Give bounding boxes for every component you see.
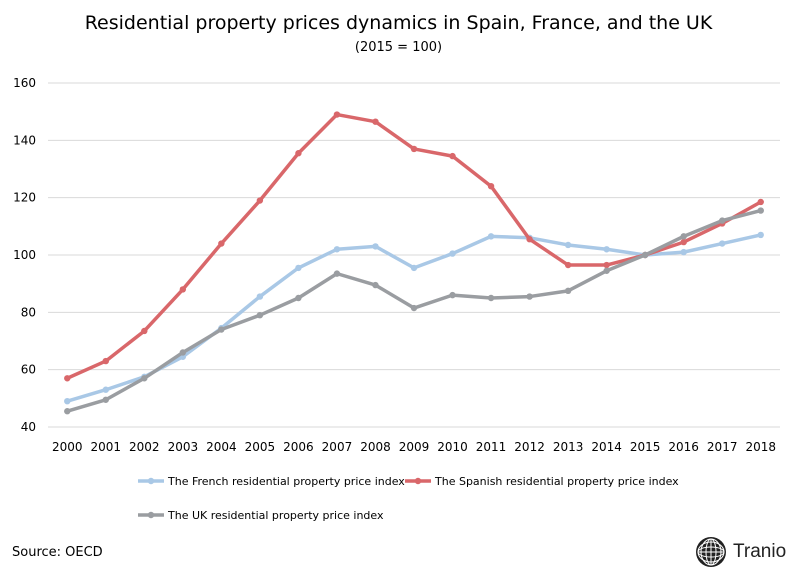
series-point-1 bbox=[256, 197, 264, 204]
legend-label: The French residential property price in… bbox=[167, 475, 405, 488]
x-tick-label: 2015 bbox=[630, 440, 661, 454]
series-point-1 bbox=[410, 145, 418, 153]
x-tick-label: 2010 bbox=[437, 440, 468, 454]
series-point-1 bbox=[141, 327, 148, 335]
x-tick-label: 2002 bbox=[129, 440, 160, 454]
y-tick-label: 80 bbox=[21, 305, 36, 319]
legend-marker bbox=[147, 477, 155, 485]
series-point-1 bbox=[295, 150, 302, 157]
globe-icon bbox=[696, 537, 726, 567]
x-tick-label: 2003 bbox=[168, 440, 199, 454]
x-tick-label: 2008 bbox=[360, 440, 391, 454]
x-tick-label: 2017 bbox=[707, 440, 738, 454]
y-tick-label: 120 bbox=[13, 191, 36, 205]
y-tick-label: 60 bbox=[21, 363, 36, 377]
brand-name: Tranio bbox=[733, 541, 787, 562]
series-point-1 bbox=[64, 375, 71, 382]
series-point-1 bbox=[218, 240, 225, 247]
x-tick-label: 2007 bbox=[322, 440, 353, 454]
series-point-1 bbox=[333, 111, 341, 118]
legend-label: The Spanish residential property price i… bbox=[434, 475, 679, 488]
series-point-1 bbox=[603, 261, 610, 269]
x-tick-label: 2009 bbox=[399, 440, 430, 454]
series-point-2 bbox=[449, 291, 456, 299]
series-point-2 bbox=[102, 396, 109, 403]
series-point-2 bbox=[410, 304, 418, 312]
series-point-1 bbox=[757, 198, 764, 206]
series-point-0 bbox=[410, 264, 418, 272]
series-point-0 bbox=[564, 241, 572, 249]
series-point-0 bbox=[372, 243, 379, 250]
y-tick-label: 100 bbox=[13, 248, 36, 262]
series-point-0 bbox=[449, 250, 456, 257]
series-point-1 bbox=[179, 286, 187, 293]
series-point-2 bbox=[256, 312, 264, 319]
series-point-0 bbox=[64, 398, 71, 405]
x-tick-label: 2011 bbox=[476, 440, 507, 454]
y-tick-label: 140 bbox=[13, 133, 36, 147]
series-point-0 bbox=[603, 246, 610, 253]
series-point-1 bbox=[102, 357, 109, 365]
x-tick-label: 2006 bbox=[283, 440, 314, 454]
legend-label: The UK residential property price index bbox=[167, 509, 384, 522]
series-point-2 bbox=[680, 233, 687, 240]
y-tick-label: 160 bbox=[13, 76, 36, 90]
series-point-2 bbox=[64, 408, 71, 415]
x-tick-label: 2013 bbox=[553, 440, 584, 454]
series-point-0 bbox=[680, 248, 687, 256]
series-point-2 bbox=[141, 375, 148, 382]
x-tick-label: 2016 bbox=[668, 440, 699, 454]
series-point-0 bbox=[719, 240, 726, 247]
series-point-2 bbox=[218, 326, 225, 333]
chart-subtitle: (2015 = 100) bbox=[354, 40, 443, 55]
series-point-2 bbox=[719, 217, 726, 224]
x-tick-label: 2004 bbox=[206, 440, 237, 454]
legend-marker bbox=[147, 511, 155, 519]
chart-title: Residential property prices dynamics in … bbox=[84, 12, 713, 34]
series-point-2 bbox=[295, 294, 302, 302]
x-tick-label: 2001 bbox=[91, 440, 122, 454]
series-point-2 bbox=[757, 207, 764, 214]
series-line-1 bbox=[65, 112, 763, 381]
series-point-2 bbox=[564, 287, 572, 295]
series-point-0 bbox=[333, 246, 341, 253]
series-line-0 bbox=[65, 233, 763, 403]
series-point-2 bbox=[333, 270, 341, 277]
series-point-1 bbox=[372, 118, 379, 125]
source-note: Source: OECD bbox=[12, 545, 103, 560]
x-tick-label: 2005 bbox=[245, 440, 276, 454]
series-point-2 bbox=[179, 349, 187, 356]
series-point-1 bbox=[680, 238, 687, 246]
series-point-0 bbox=[295, 264, 302, 272]
series-point-2 bbox=[487, 294, 495, 302]
series-point-1 bbox=[526, 236, 533, 243]
series-point-0 bbox=[102, 386, 109, 393]
series-point-2 bbox=[526, 293, 533, 300]
series-point-0 bbox=[256, 293, 264, 300]
x-tick-label: 2018 bbox=[745, 440, 776, 454]
x-tick-label: 2000 bbox=[52, 440, 83, 454]
x-tick-label: 2012 bbox=[514, 440, 545, 454]
legend-marker bbox=[414, 477, 422, 485]
brand-logo: Tranio bbox=[695, 536, 786, 568]
series-point-2 bbox=[641, 251, 649, 259]
y-tick-label: 40 bbox=[21, 420, 36, 434]
series-point-1 bbox=[449, 152, 456, 160]
series-point-2 bbox=[603, 267, 610, 274]
series-point-2 bbox=[372, 281, 379, 289]
series-point-1 bbox=[487, 183, 495, 190]
series-point-0 bbox=[487, 233, 495, 240]
series-point-0 bbox=[757, 231, 764, 239]
x-tick-label: 2014 bbox=[591, 440, 622, 454]
series-point-1 bbox=[564, 261, 572, 269]
